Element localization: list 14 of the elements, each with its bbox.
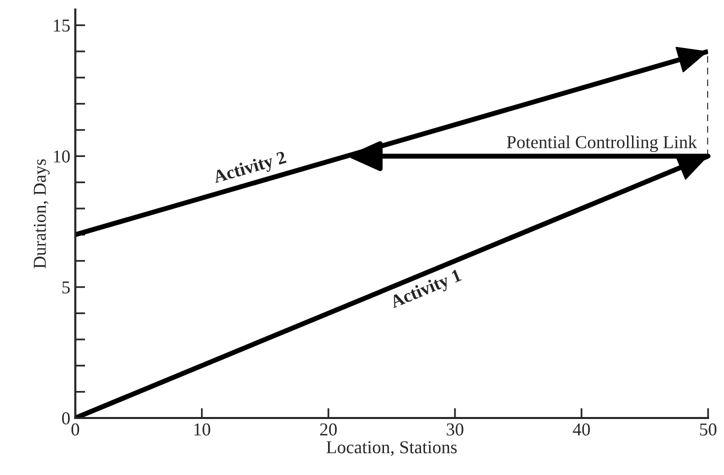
x-tick-label: 20 bbox=[320, 423, 337, 436]
y-tick-label: 15 bbox=[54, 20, 70, 32]
y-tick-label: 10 bbox=[54, 150, 70, 163]
text: Activity 2 bbox=[212, 150, 288, 187]
y-tick-label: 5 bbox=[62, 282, 70, 294]
x-tick-label: 10 bbox=[194, 423, 210, 436]
x-tick-label: 0 bbox=[71, 423, 80, 436]
x-tick-label: 40 bbox=[572, 423, 590, 436]
x-axis-title: Location, Stations bbox=[326, 441, 457, 456]
y-tick-label: 0 bbox=[62, 412, 70, 424]
y-axis-title: Duration, Days bbox=[34, 159, 50, 268]
annotation: Potential Controlling Link bbox=[506, 136, 697, 152]
x-tick-label: 50 bbox=[700, 423, 716, 436]
x-tick-label: 30 bbox=[446, 423, 464, 436]
